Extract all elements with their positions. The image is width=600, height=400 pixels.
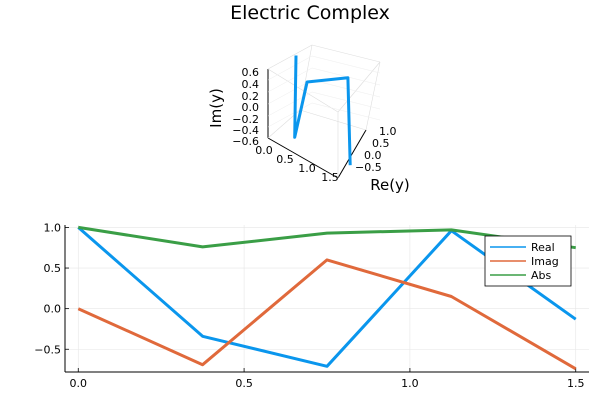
x-axis-label: Re(y) — [370, 176, 410, 194]
y-tick-label: 1.0 — [44, 221, 62, 234]
x-tick-label: 0.5 — [235, 377, 253, 390]
x-tick-label: 1.5 — [321, 171, 339, 184]
y-tick-label: 0.0 — [364, 149, 382, 162]
legend-label-imag: Imag — [531, 255, 559, 268]
x-tick-label: 0.0 — [255, 144, 273, 157]
legend: Real Imag Abs — [484, 235, 572, 287]
z-tick-label: 0.0 — [242, 101, 260, 114]
legend-label-real: Real — [531, 241, 555, 254]
3d-axes-box — [267, 44, 381, 179]
z-tick-label: 0.4 — [242, 78, 260, 91]
x-tick-labels: 0.0 0.5 1.0 1.5 — [70, 368, 585, 390]
z-tick-labels: 0.6 0.4 0.2 0.0 −0.2 −0.4 −0.6 — [232, 66, 259, 148]
z-tick-label: 0.6 — [242, 66, 260, 79]
complex-3d-plot: Electric Complex — [207, 2, 410, 194]
y-tick-labels: 1.0 0.5 0.0 −0.5 — [355, 125, 397, 174]
y-tick-labels: −0.5 0.0 0.5 1.0 — [34, 221, 69, 356]
x-tick-label: 0.5 — [276, 153, 294, 166]
x-tick-label: 0.0 — [70, 377, 88, 390]
x-axis-line — [267, 137, 339, 179]
z-tick-label: 0.2 — [242, 90, 260, 103]
y-tick-label: 0.5 — [44, 262, 62, 275]
z-tick-label: −0.2 — [232, 113, 259, 126]
chart-title: Electric Complex — [230, 2, 390, 24]
trajectory-line — [293, 55, 352, 166]
series-line-imag — [77, 258, 577, 371]
x-tick-label: 1.0 — [298, 162, 316, 175]
y-tick-label: 0.5 — [372, 137, 390, 150]
z-axis-label: Im(y) — [207, 88, 225, 128]
z-tick-label: −0.6 — [232, 135, 259, 148]
y-tick-label: −0.5 — [355, 161, 382, 174]
y-tick-label: −0.5 — [34, 343, 61, 356]
y-tick-label: 0.0 — [44, 303, 62, 316]
x-tick-labels: 0.0 0.5 1.0 1.5 — [255, 144, 339, 184]
line-chart: 0.0 0.5 1.0 1.5 −0.5 0.0 0.5 1.0 Real Imag Abs — [34, 221, 589, 390]
x-tick-label: 1.5 — [567, 377, 585, 390]
complex-trajectory — [293, 55, 352, 166]
y-axis-line — [337, 129, 367, 179]
x-tick-label: 1.0 — [401, 377, 419, 390]
legend-label-abs: Abs — [531, 269, 552, 282]
y-tick-label: 1.0 — [379, 125, 397, 138]
z-tick-label: −0.4 — [232, 124, 259, 137]
